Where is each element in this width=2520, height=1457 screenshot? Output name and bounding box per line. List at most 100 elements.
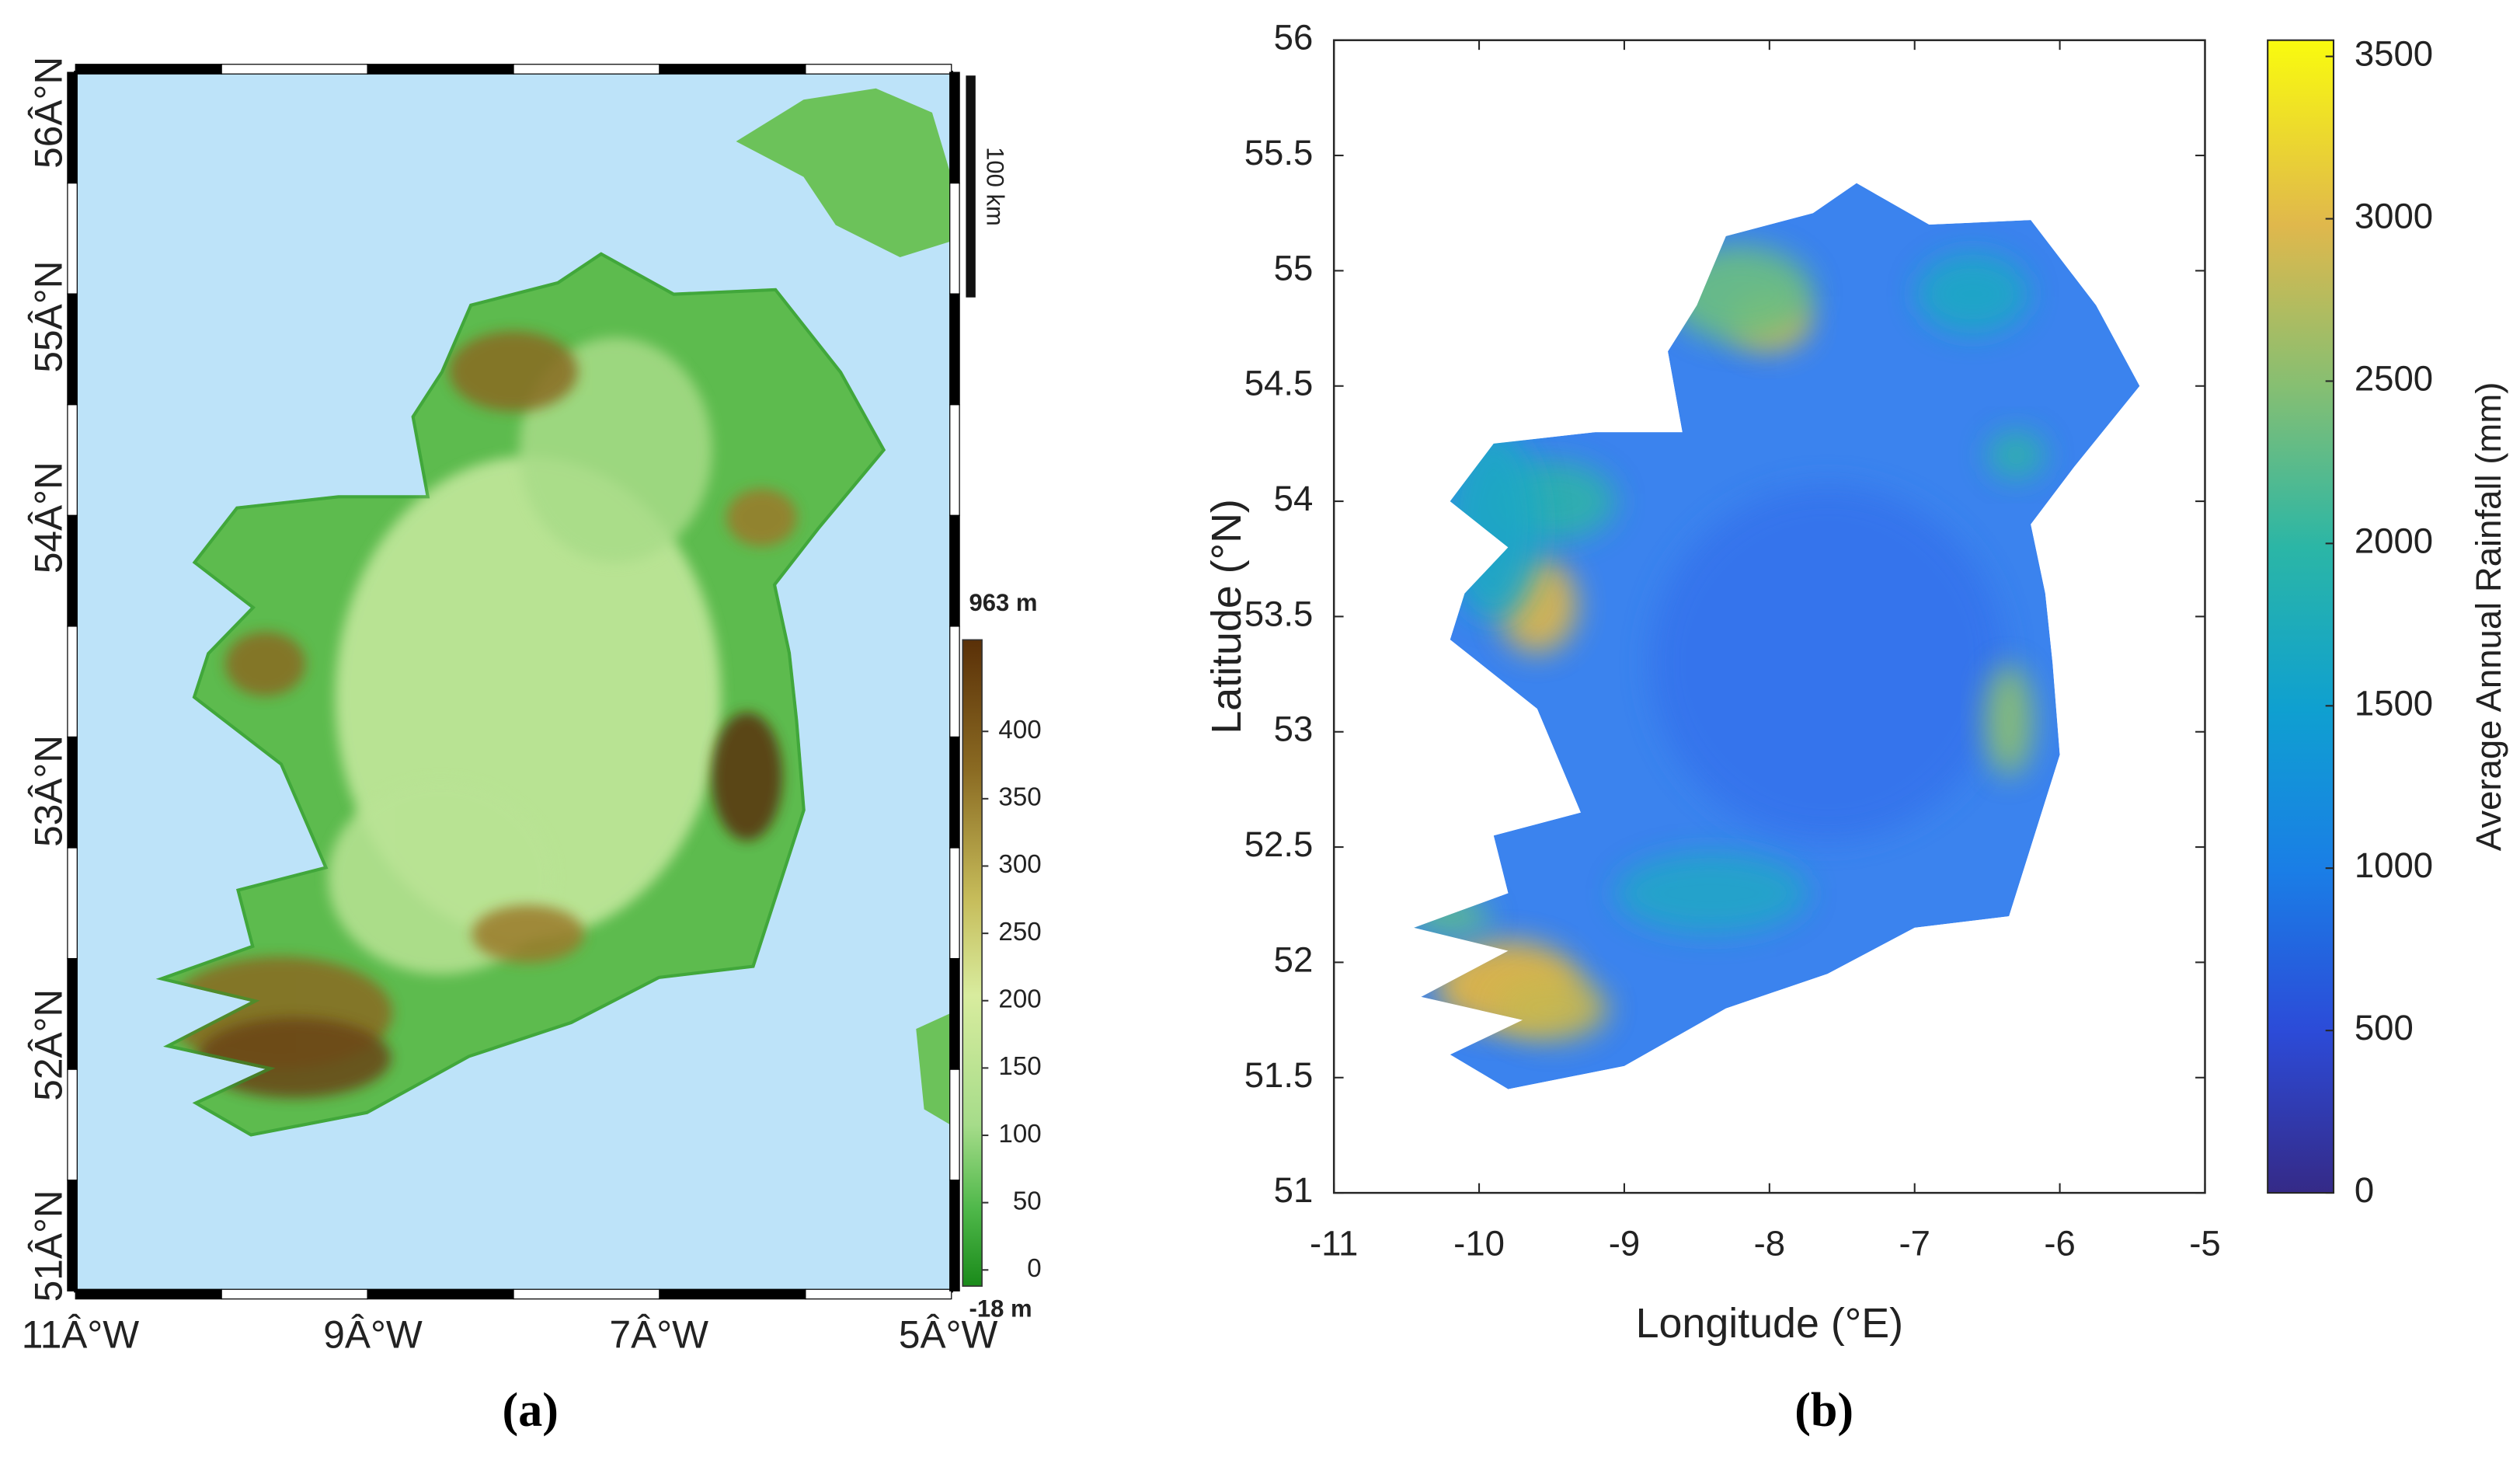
rainfall-field [1651,486,2005,840]
frame-seg [659,1288,806,1300]
frame-seg [513,64,660,75]
terrain [712,712,783,842]
lat-label: 55Â°N [26,261,70,373]
land-a [155,252,886,1137]
colorbar-a [962,639,983,1287]
lat-label: 52Â°N [26,989,70,1101]
colorbar-tick-label: 350 [998,783,1041,812]
rainfall-field [1916,253,2029,334]
frame-seg [805,64,952,75]
y-tick-label: 55 [1274,248,1314,288]
frame-seg [805,1288,952,1300]
scale-bar-label: 100 km [981,147,1008,226]
colorbar-tick-label: 500 [2355,1008,2414,1047]
frame-seg [67,847,78,960]
y-tick-label: 56 [1274,18,1314,58]
y-tick-label: 54 [1274,479,1314,518]
colorbar-tick-label: 0 [1027,1254,1041,1283]
caption-b: (b) [1794,1384,1853,1437]
lat-label: 53Â°N [26,735,70,847]
y-tick-label: 51 [1274,1170,1314,1210]
colorbar-tick-label: 100 [998,1120,1041,1149]
y-tick-label: 54.5 [1244,364,1314,403]
colorbar-max-label: 963 m [969,589,1038,616]
colorbar-tick-label: 50 [1013,1187,1042,1215]
rainfall-field [1413,897,1491,936]
colorbar-tick-label: 400 [998,716,1041,744]
caption-a: (a) [503,1384,559,1437]
y-axis-label: Latitude (°N) [1203,499,1250,734]
lat-label: 51Â°N [26,1190,70,1302]
frame-seg [949,847,960,960]
frame-seg [949,183,960,295]
y-tick-label: 51.5 [1244,1055,1314,1095]
frame-seg [949,626,960,738]
scotland [736,88,952,258]
scale-bar [966,75,976,298]
frame-seg [75,1288,222,1300]
lat-label: 54Â°N [26,462,70,573]
colorbar-tick-label: 150 [998,1052,1041,1081]
terrain [225,632,306,696]
rainfall-field [1985,664,2034,777]
rainfall-field [1668,245,1813,343]
frame-seg [949,736,960,849]
x-tick-label: -9 [1609,1223,1640,1263]
colorbar-tick-label: 1000 [2355,845,2433,885]
lat-label: 56Â°N [26,57,70,169]
x-tick-label: -5 [2189,1223,2220,1263]
colorbar-b [2267,39,2335,1194]
x-tick-label: -8 [1754,1223,1785,1263]
colorbar-tick-label: 3500 [2355,34,2433,74]
frame-seg [949,957,960,1070]
terrain [519,337,712,563]
x-tick-label: -6 [2044,1223,2075,1263]
colorbar-tick-label: 250 [998,918,1041,946]
frame-seg [67,626,78,738]
scotland [916,1013,952,1126]
x-tick-label: -7 [1899,1223,1930,1263]
colorbar-tick-label: 200 [998,985,1041,1014]
terrain [472,905,585,964]
lon-label: 9Â°W [323,1312,423,1356]
colorbar-tick-label: 2000 [2355,521,2433,560]
frame-seg [949,404,960,516]
colorbar-tick-label: 0 [2355,1170,2374,1210]
y-tick-label: 53 [1274,709,1314,749]
frame-seg [949,514,960,627]
terrain [726,488,797,547]
rainfall-field [1495,976,1608,1041]
colorbar-tick-label: 300 [998,850,1041,879]
frame-seg [949,71,960,184]
y-tick-label: 53.5 [1244,594,1314,633]
colorbar-tick-label: 1500 [2355,683,2433,723]
rainfall-field [1614,852,1808,934]
colorbar-label: Average Annual Rainfall (mm) [2469,382,2508,852]
colorbar-min-label: -18 m [969,1295,1032,1322]
rainfall-field [1445,427,1542,621]
frame-seg [659,64,806,75]
frame-seg [367,1288,514,1300]
x-axis-label: Longitude (°E) [1636,1300,1903,1347]
rainfall-map [1413,183,2140,1089]
x-tick-label: -10 [1453,1223,1505,1263]
rainfall-field [1987,430,2045,479]
x-tick-label: -11 [1310,1223,1358,1263]
colorbar-tick-label: 3000 [2355,197,2433,236]
frame-seg [367,64,514,75]
terrain [449,331,578,412]
y-tick-label: 55.5 [1244,133,1314,173]
frame-seg [949,1180,960,1291]
colorbar-tick-label: 2500 [2355,358,2433,398]
frame-seg [75,64,222,75]
y-tick-label: 52.5 [1244,824,1314,864]
lon-label: 11Â°W [22,1312,139,1356]
frame-seg [513,1288,660,1300]
frame-seg [949,293,960,406]
frame-seg [67,1180,78,1291]
frame-seg [949,1068,960,1181]
coast [155,252,886,1137]
